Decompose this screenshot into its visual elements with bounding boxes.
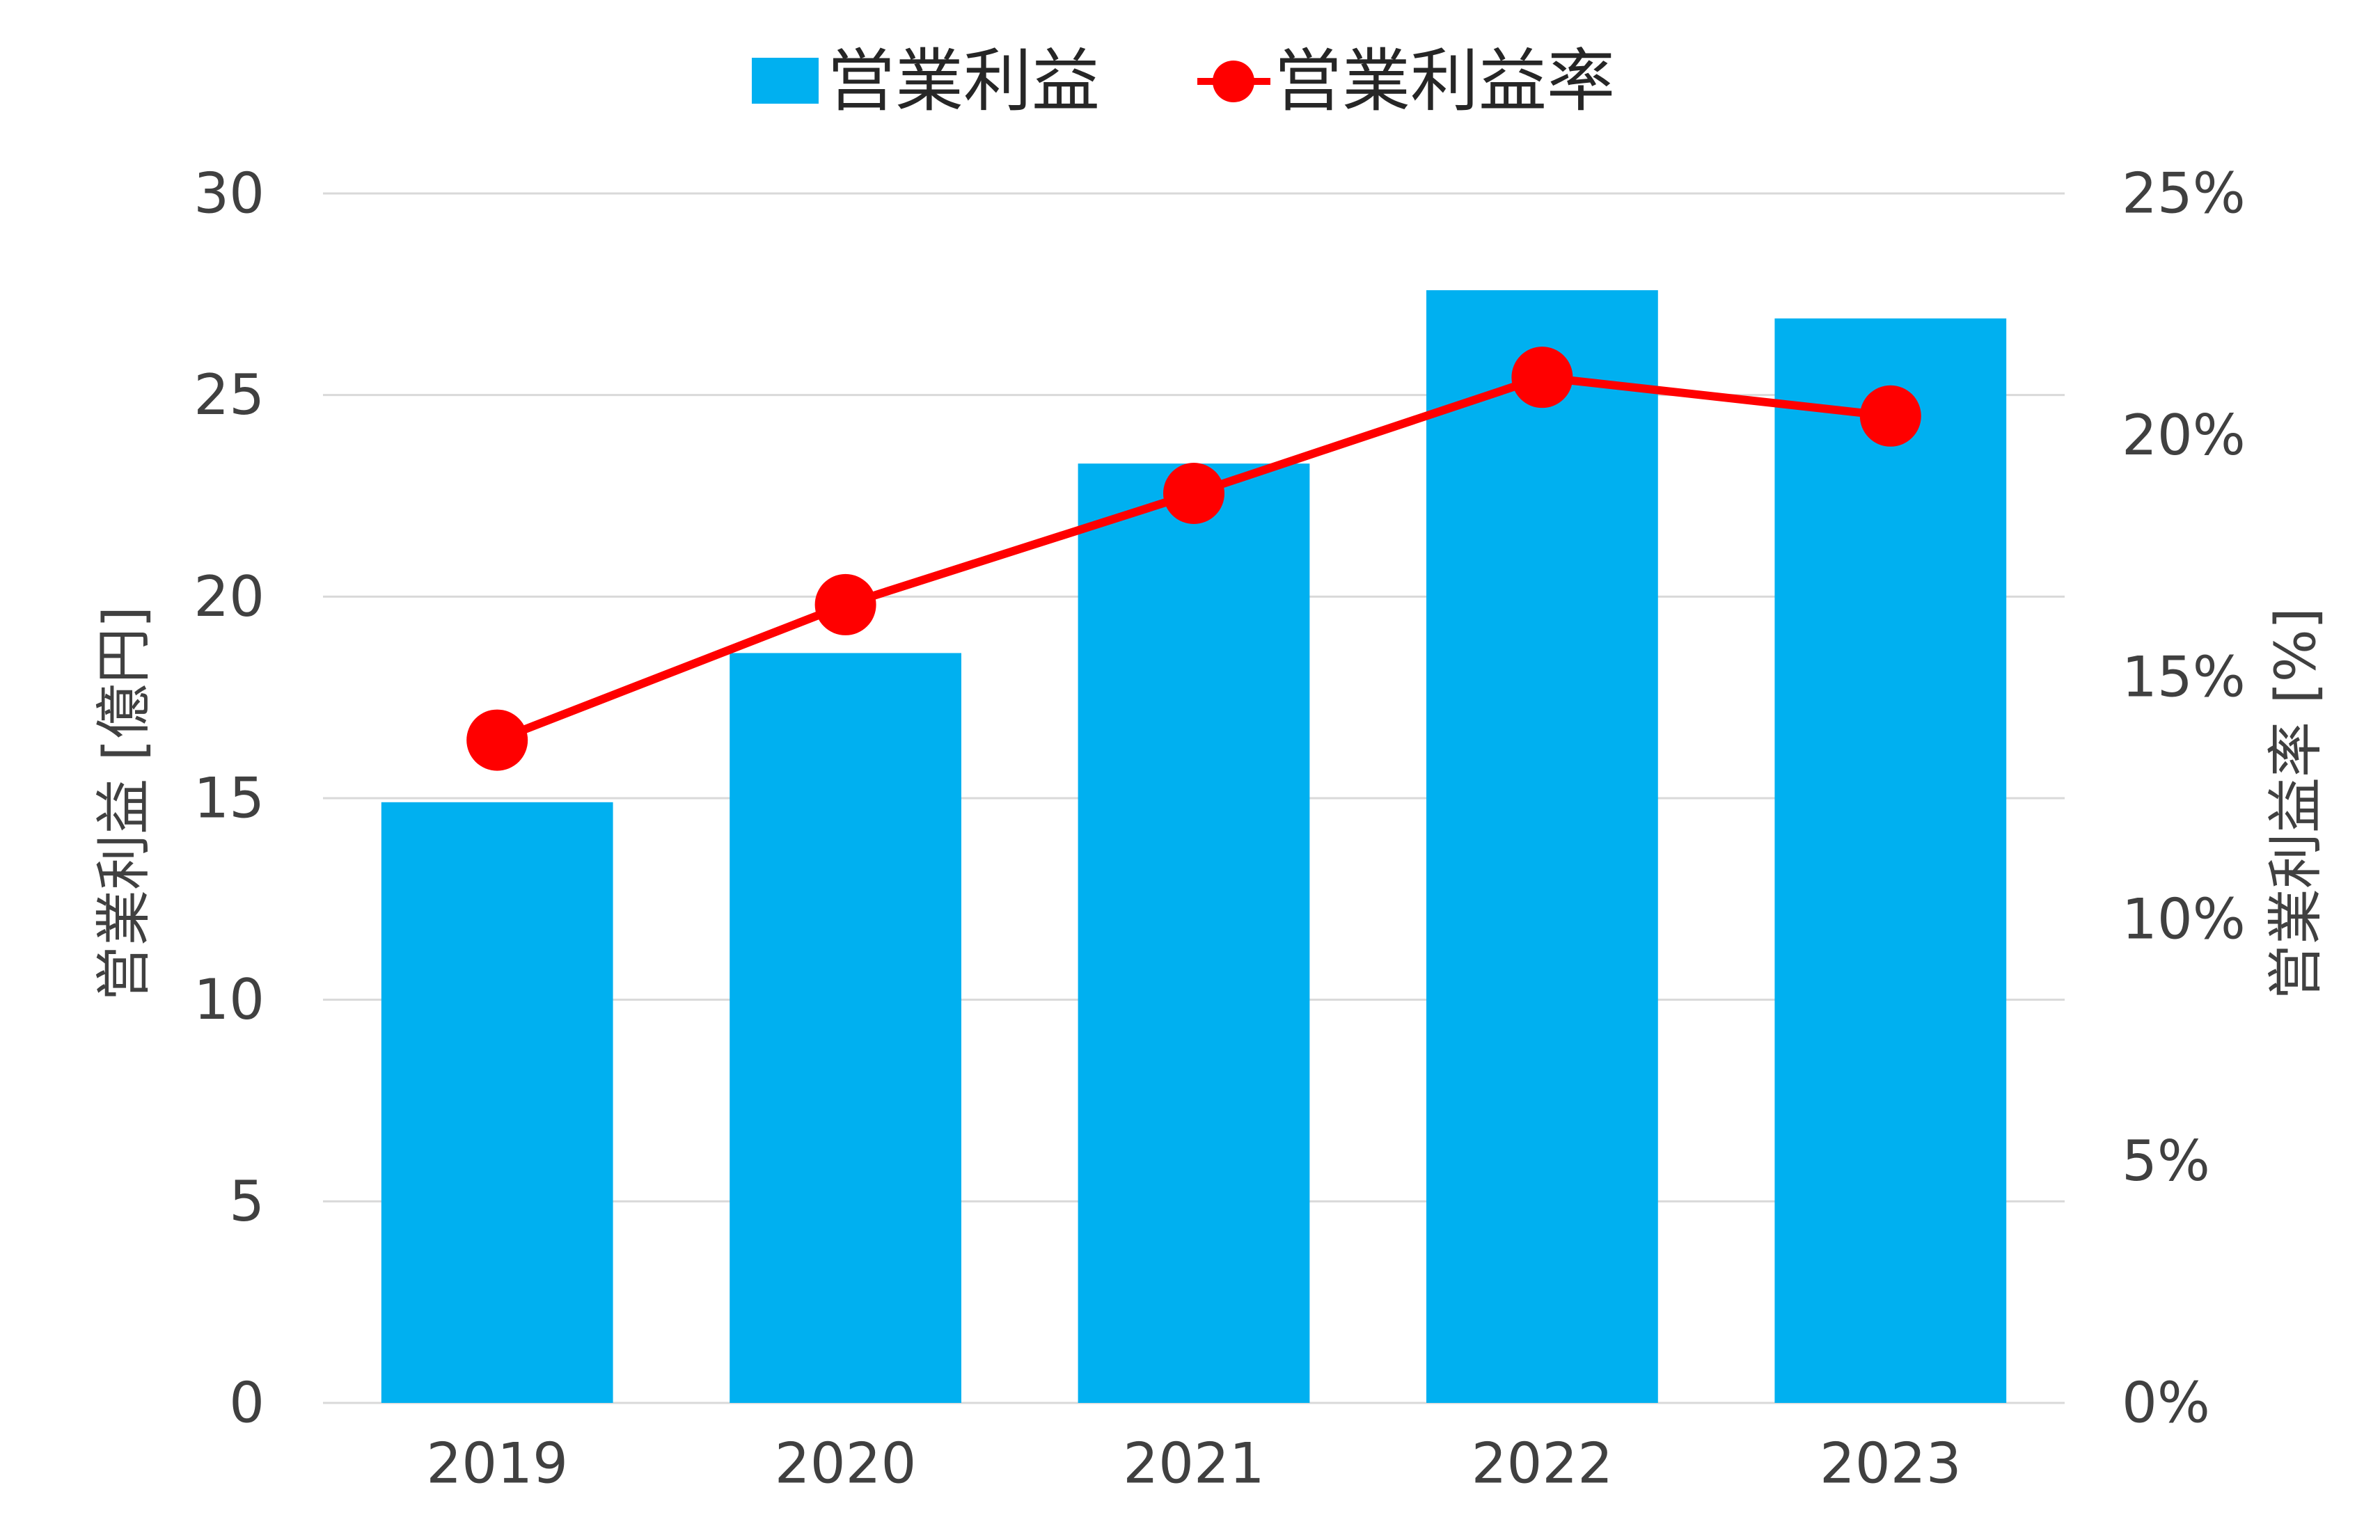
left-tick-label: 0 bbox=[229, 1371, 265, 1436]
line-point bbox=[1511, 347, 1573, 408]
right-tick-label: 25% bbox=[2122, 161, 2246, 226]
line-point bbox=[1163, 463, 1224, 525]
right-tick-label: 10% bbox=[2122, 887, 2246, 951]
line-point bbox=[814, 573, 876, 635]
left-tick-label: 5 bbox=[229, 1169, 265, 1234]
right-tick-label: 20% bbox=[2122, 403, 2246, 468]
legend-bar-swatch bbox=[752, 58, 819, 104]
x-tick-label: 2019 bbox=[426, 1431, 568, 1496]
right-axis-title: 営業利益率 [%] bbox=[2264, 608, 2328, 1000]
legend-line-marker bbox=[1213, 61, 1254, 102]
right-tick-label: 15% bbox=[2122, 645, 2246, 710]
x-tick-label: 2020 bbox=[775, 1431, 917, 1496]
legend-bar-label: 営業利益 bbox=[827, 42, 1100, 121]
legend: 営業利益 営業利益率 bbox=[752, 42, 1615, 121]
left-axis-title: 営業利益 [億円] bbox=[92, 606, 157, 1001]
bar bbox=[1774, 318, 2007, 1404]
x-axis-ticks: 2019 2020 2021 2022 2023 bbox=[426, 1431, 1961, 1496]
bars bbox=[381, 290, 2007, 1404]
left-tick-label: 20 bbox=[194, 564, 265, 629]
left-tick-label: 25 bbox=[194, 363, 265, 427]
right-axis-ticks: 0% 5% 10% 15% 20% 25% bbox=[2122, 161, 2246, 1436]
line-layer bbox=[466, 347, 1921, 771]
right-tick-label: 5% bbox=[2122, 1129, 2210, 1193]
x-tick-label: 2022 bbox=[1472, 1431, 1614, 1496]
left-tick-label: 30 bbox=[194, 161, 265, 226]
left-axis-ticks: 0 5 10 15 20 25 30 bbox=[194, 161, 265, 1436]
bar bbox=[381, 802, 613, 1403]
bar bbox=[730, 653, 961, 1404]
left-tick-label: 15 bbox=[194, 766, 265, 831]
bar bbox=[1426, 290, 1658, 1403]
line-point bbox=[1859, 385, 1921, 447]
right-tick-label: 0% bbox=[2122, 1371, 2210, 1436]
legend-line-label: 営業利益率 bbox=[1274, 42, 1615, 121]
x-tick-label: 2021 bbox=[1123, 1431, 1265, 1496]
left-tick-label: 10 bbox=[194, 967, 265, 1032]
bar bbox=[1078, 463, 1310, 1403]
x-tick-label: 2023 bbox=[1820, 1431, 1962, 1496]
line-point bbox=[466, 709, 528, 771]
